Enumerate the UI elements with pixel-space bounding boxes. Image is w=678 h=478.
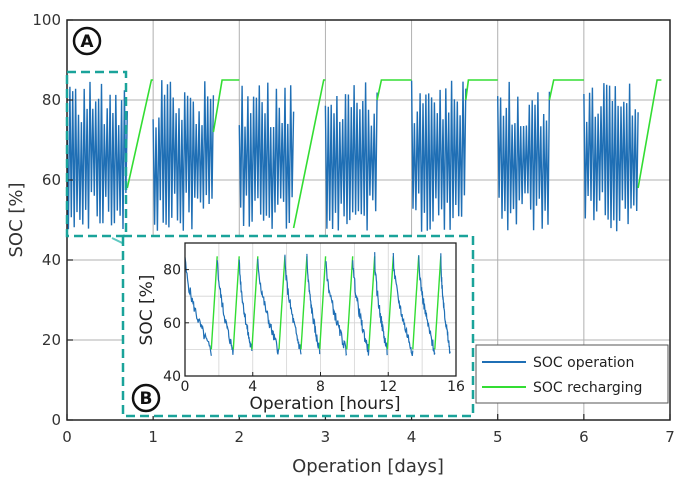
main-series [66, 79, 662, 232]
inset-series-line-soc-recharging [251, 256, 259, 350]
series-line-soc-operation [410, 80, 467, 232]
main-y-tick-label: 40 [42, 251, 61, 269]
main-y-tick-label: 60 [42, 171, 61, 189]
inset-x-tick-label: 0 [181, 379, 190, 395]
inset-y-tick-label: 40 [163, 369, 181, 385]
inset-series-line-soc-recharging [434, 256, 442, 350]
main-x-tick-label: 0 [62, 428, 72, 446]
inset-series-line-soc-operation [284, 254, 302, 355]
panel-badge-a: A [72, 26, 102, 56]
legend-label-recharging: SOC recharging [533, 380, 642, 396]
zoom-region-box [65, 70, 128, 238]
panel-badge-b: B [131, 383, 161, 413]
main-y-axis-label: SOC [%] [6, 182, 27, 257]
inset-series-line-soc-recharging [278, 256, 286, 350]
main-x-axis-label: Operation [days] [292, 456, 444, 477]
inset-series-line-soc-operation [238, 259, 253, 352]
series-line-soc-operation [583, 83, 639, 232]
inset-series-line-soc-recharging [319, 256, 327, 350]
inset-y-axis-label: SOC [%] [137, 275, 157, 346]
main-y-tick-label: 80 [42, 91, 61, 109]
panel-badge-b-circle [131, 383, 161, 413]
panel-badge-b-label: B [140, 389, 153, 409]
inset-series-line-soc-recharging [300, 256, 308, 350]
inset-series-line-soc-recharging [368, 256, 376, 350]
main-x-ticks: 0 1 2 3 4 5 6 7 [62, 414, 675, 446]
main-x-tick-label: 1 [148, 428, 158, 446]
series-line-soc-recharging [637, 79, 662, 189]
series-line-soc-operation [238, 82, 295, 229]
inset-series-line-soc-operation [184, 257, 212, 356]
inset-panel: 0 4 8 12 16 40 60 80 Operation [hours] SOC [%] [121, 234, 475, 418]
inset-series-line-soc-operation [392, 252, 414, 357]
panel-badge-a-circle [72, 26, 102, 56]
inset-y-tick-label: 80 [163, 263, 181, 279]
main-y-tick-label: 100 [32, 11, 61, 29]
series-line-soc-recharging [126, 79, 154, 189]
series-line-soc-operation [324, 82, 378, 231]
main-x-tick-label: 4 [407, 428, 417, 446]
main-x-tick-label: 7 [665, 428, 675, 446]
series-line-soc-operation [152, 80, 215, 231]
inset-series-line-soc-operation [352, 260, 370, 356]
inset-series-line-soc-operation [418, 255, 436, 355]
inset-x-tick-label: 12 [379, 379, 397, 395]
legend: SOC operation SOC recharging [475, 344, 669, 404]
inset-series-line-soc-recharging [412, 256, 420, 350]
series-line-soc-recharging [548, 79, 584, 101]
inset-series-line-soc-operation [216, 260, 234, 355]
series-line-soc-recharging [465, 79, 498, 101]
inset-x-tick-label: 16 [447, 379, 465, 395]
inset-series-line-soc-operation [257, 258, 280, 355]
inset-series-line-soc-recharging [232, 256, 240, 350]
inset-y-tick-label: 60 [163, 316, 181, 332]
main-x-tick-label: 2 [235, 428, 245, 446]
inset-series-line-soc-operation [440, 253, 451, 354]
inset-series-line-soc-operation [374, 252, 388, 356]
series-line-soc-recharging [292, 79, 326, 229]
inset-series-line-soc-recharging [386, 256, 394, 350]
inset-x-ticks: 0 4 8 12 16 [181, 372, 465, 395]
main-y-tick-label: 20 [42, 331, 61, 349]
series-line-soc-operation [497, 81, 551, 231]
main-x-tick-label: 6 [579, 428, 589, 446]
series-line-soc-recharging [212, 79, 240, 133]
legend-box [475, 344, 669, 404]
inset-series-line-soc-operation [306, 253, 321, 355]
inset-x-axis-label: Operation [hours] [249, 394, 400, 414]
inset-x-tick-label: 4 [248, 379, 257, 395]
inset-series-line-soc-recharging [210, 256, 218, 350]
main-x-tick-label: 5 [493, 428, 503, 446]
main-y-ticks: 0 20 40 60 80 100 [32, 11, 73, 429]
main-y-tick-label: 0 [51, 411, 61, 429]
inset-x-tick-label: 8 [316, 379, 325, 395]
main-x-tick-label: 3 [321, 428, 331, 446]
inset-series [184, 252, 451, 357]
inset-series-line-soc-operation [325, 260, 348, 356]
series-line-soc-operation [66, 81, 128, 230]
inset-y-ticks: 40 60 80 [163, 263, 189, 385]
legend-label-operation: SOC operation [533, 355, 634, 371]
panel-badge-a-label: A [80, 32, 94, 52]
inset-series-line-soc-recharging [346, 256, 354, 350]
series-line-soc-recharging [376, 79, 412, 101]
